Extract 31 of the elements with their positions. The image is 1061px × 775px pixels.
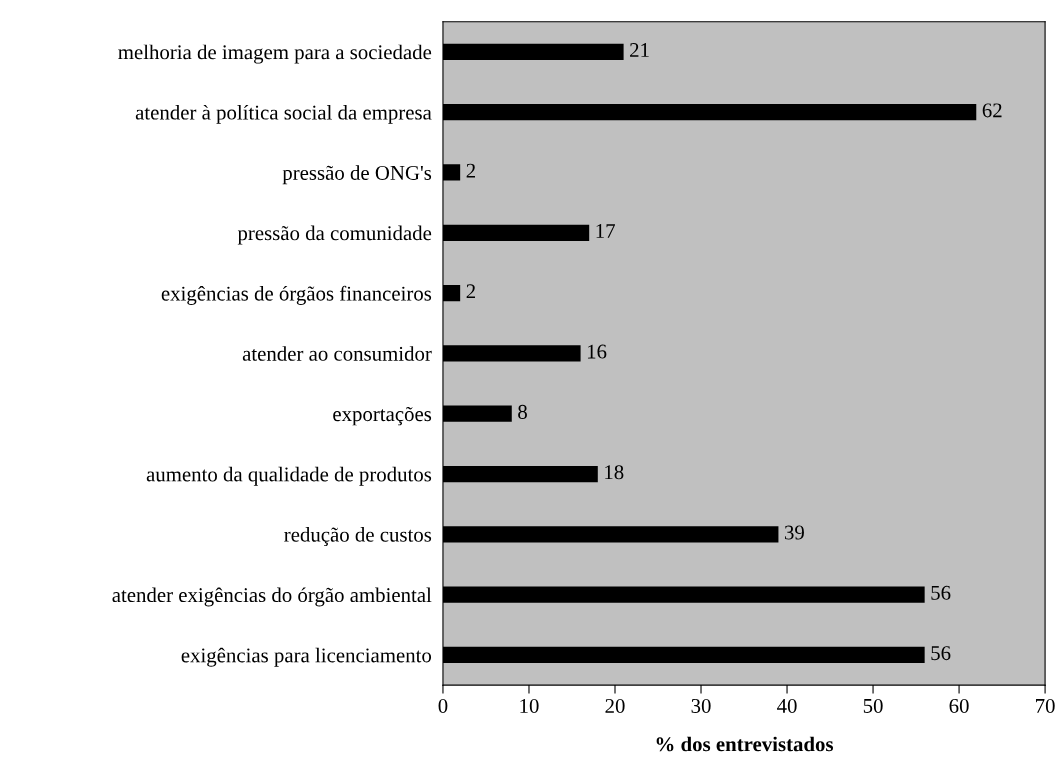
y-tick-label: exportações [333,406,432,426]
y-tick-label: atender exigências do órgão ambiental [112,587,432,607]
y-tick-label: atender ao consumidor [242,346,432,361]
x-tick-label: 50 [863,698,883,713]
data-label: 56 [931,585,951,600]
y-tick-label: melhoria de imagem para a sociedade [118,44,432,64]
data-label: 2 [466,163,475,178]
y-tick-label: atender à política social da empresa [135,104,432,124]
data-label: 39 [784,525,804,540]
data-label: 18 [605,465,624,480]
x-tick-label: 0 [438,698,448,713]
y-tick-label: redução de custos [284,527,432,546]
x-tick-label: 70 [1036,698,1055,713]
x-axis-title: % dos entrevistados [656,736,834,752]
y-tick-label: exigências para licenciamento [181,647,432,667]
y-tick-label: exigências de órgãos financeiros [161,285,432,305]
x-tick-label: 20 [605,698,625,713]
x-tick-label: 60 [949,698,969,713]
y-tick-label: aumento da qualidade de produtos [146,466,432,486]
y-tick-label: pressão da comunidade [237,225,432,245]
data-label: 62 [982,103,1002,118]
x-tick-label: 30 [691,698,711,713]
y-tick-label: pressão de ONG's [282,165,432,185]
data-label: 56 [931,646,951,661]
data-label: 16 [587,344,607,359]
data-label: 21 [630,43,649,57]
data-label: 17 [596,224,615,238]
x-tick-label: 10 [520,698,539,713]
x-tick-label: 40 [777,698,797,713]
data-label: 2 [466,284,475,299]
data-label: 8 [518,404,527,419]
